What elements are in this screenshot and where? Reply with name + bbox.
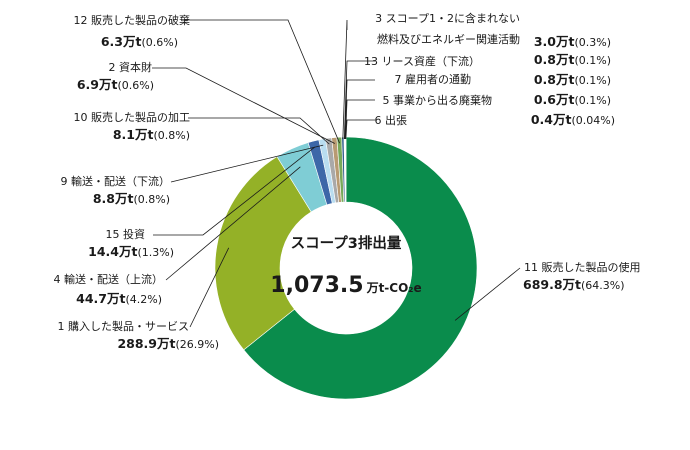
slice-value-s12: 6.3万t(0.6%): [101, 34, 178, 49]
slice-value-s13: 0.8万t(0.1%): [534, 52, 611, 67]
slice-name-s1: 1 購入した製品・サービス: [58, 319, 190, 333]
donut-slices: [214, 136, 478, 400]
slice-value-s9: 8.8万t(0.8%): [93, 191, 170, 206]
slice-value-s1: 288.9万t(26.9%): [117, 336, 219, 351]
slice-labels: 11 販売した製品の使用 689.8万t(64.3%) 1 購入した製品・サービス 2…: [54, 11, 641, 351]
slice-name-s6: 6 出張: [375, 113, 408, 127]
donut-hole: [280, 202, 412, 334]
leader-s13: [343, 60, 375, 140]
leader-s7: [344, 79, 375, 140]
leader-lines: [152, 19, 521, 328]
slice-value-s5: 0.6万t(0.1%): [534, 92, 611, 107]
leader-s1: [189, 247, 230, 328]
center-title: スコープ3排出量: [291, 234, 402, 252]
slice-value-s4: 44.7万t(4.2%): [76, 291, 162, 306]
leader-s5: [345, 99, 375, 140]
leader-s15: [153, 146, 316, 236]
leader-s6: [345, 119, 375, 140]
slice-value-s11: 689.8万t(64.3%): [523, 277, 625, 292]
slice-value-s6: 0.4万t(0.04%): [531, 112, 615, 127]
leader-s9: [170, 144, 324, 183]
leader-s2: [152, 67, 335, 144]
center-total-unit: 万t-CO₂e: [366, 281, 422, 295]
center-total-value: 1,073.5: [270, 273, 363, 298]
slice-name-s12: 12 販売した製品の破棄: [74, 13, 191, 27]
slice-name-s15: 15 投資: [106, 227, 146, 241]
slice-name-s9: 9 輸送・配送（下流）: [61, 174, 171, 188]
slice-name-s13: 13 リース資産（下流）: [364, 54, 480, 68]
leader-s12: [184, 19, 340, 144]
leader-s10: [188, 117, 330, 145]
slice-value-s7: 0.8万t(0.1%): [534, 72, 611, 87]
center-total: 1,073.5 万t-CO₂e: [270, 273, 421, 298]
leader-s3: [342, 19, 348, 140]
slice-name-s2: 2 資本財: [109, 60, 153, 74]
leader-s11: [454, 267, 521, 321]
slice-name-s4: 4 輸送・配送（上流）: [54, 272, 164, 286]
slice-name-s3-line2: 燃料及びエネルギー関連活動: [377, 32, 520, 46]
slice-name-s11: 11 販売した製品の使用: [524, 260, 641, 274]
slice-value-s15: 14.4万t(1.3%): [88, 244, 174, 259]
slice-value-s3: 3.0万t(0.3%): [534, 34, 611, 49]
slice-value-s10: 8.1万t(0.8%): [113, 127, 190, 142]
slice-value-s2: 6.9万t(0.6%): [77, 77, 154, 92]
leader-s4: [165, 166, 301, 281]
slice-name-s10: 10 販売した製品の加工: [74, 110, 191, 124]
slice-name-s7: 7 雇用者の通勤: [395, 72, 472, 86]
slice-name-s5: 5 事業から出る廃棄物: [383, 93, 493, 107]
slice-name-s3: 3 スコープ1・2に含まれない: [375, 11, 520, 25]
